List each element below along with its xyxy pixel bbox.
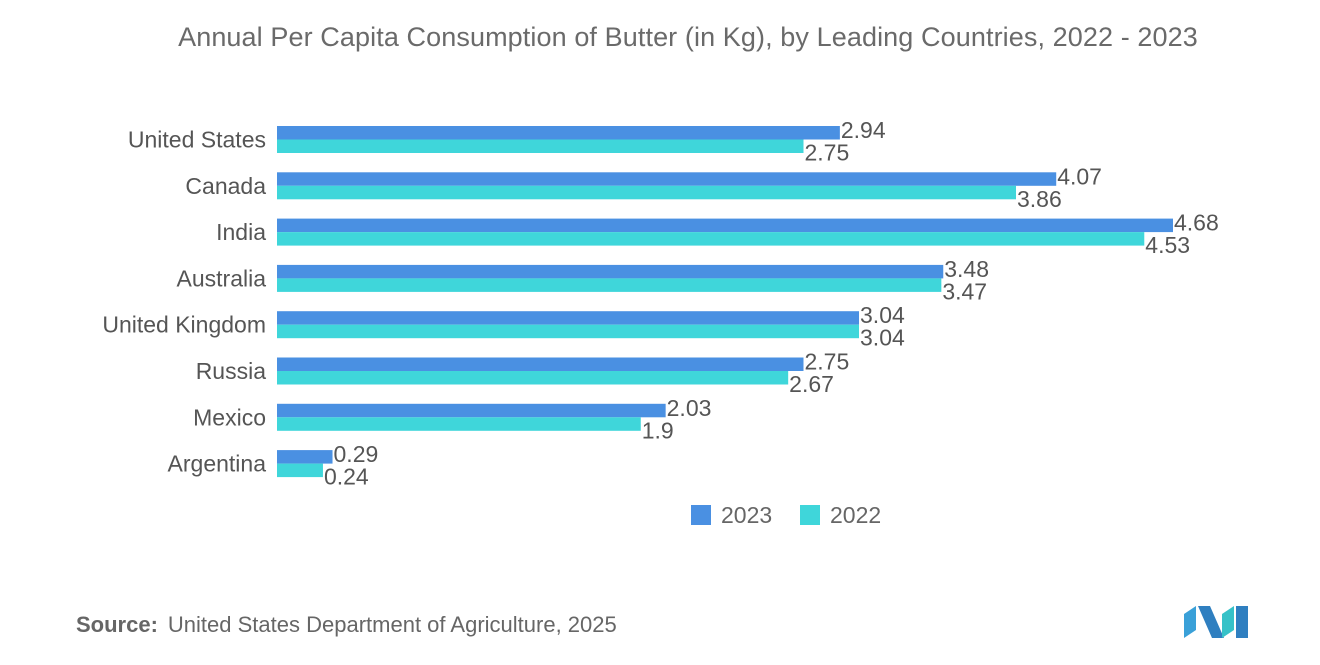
- value-label-2022: 3.86: [1017, 186, 1062, 212]
- bar-2023: [277, 126, 840, 140]
- value-label-2023: 0.29: [334, 441, 379, 467]
- brand-logo-icon: [1184, 606, 1248, 638]
- bar-2022: [277, 371, 789, 385]
- category-label: Argentina: [168, 451, 267, 477]
- category-label: United States: [128, 127, 266, 153]
- bar-2022: [277, 463, 323, 478]
- value-label-2023: 2.03: [667, 395, 712, 421]
- source-label: Source:: [76, 612, 158, 637]
- category-label: Russia: [196, 358, 267, 384]
- legend-label-2022: 2022: [830, 502, 881, 528]
- bar-2022: [277, 417, 641, 431]
- chart-title: Annual Per Capita Consumption of Butter …: [178, 22, 1198, 52]
- bar-2023: [277, 403, 666, 418]
- value-label-2022: 4.53: [1145, 232, 1190, 258]
- source-text: United States Department of Agriculture,…: [167, 612, 617, 637]
- bar-2022: [277, 232, 1145, 246]
- bar-2023: [277, 311, 860, 325]
- bar-2023: [277, 264, 944, 279]
- bar-2022: [277, 278, 942, 292]
- value-label-2022: 0.24: [324, 464, 369, 490]
- bar-2022: [277, 324, 860, 339]
- legend-label-2023: 2023: [721, 502, 772, 528]
- value-label-2023: 4.07: [1057, 163, 1102, 189]
- value-label-2022: 3.47: [942, 278, 987, 304]
- bar-2022: [277, 139, 804, 153]
- value-label-2022: 3.04: [860, 325, 905, 351]
- value-label-2022: 2.75: [804, 140, 849, 166]
- category-label: United Kingdom: [102, 312, 266, 338]
- bar-2023: [277, 218, 1173, 233]
- bar-2023: [277, 450, 333, 464]
- category-label: India: [216, 219, 266, 245]
- value-label-2023: 3.04: [860, 302, 905, 328]
- value-label-2023: 4.68: [1174, 210, 1219, 236]
- bar-2023: [277, 172, 1057, 186]
- legend-swatch-2023: [691, 505, 711, 525]
- value-label-2023: 3.48: [944, 256, 989, 282]
- value-label-2023: 2.75: [804, 349, 849, 375]
- value-label-2022: 2.67: [789, 371, 834, 397]
- value-label-2023: 2.94: [841, 117, 886, 143]
- category-label: Australia: [177, 265, 267, 291]
- source-line: Source: United States Department of Agric…: [76, 612, 617, 638]
- category-label: Canada: [185, 173, 266, 199]
- value-label-2022: 1.9: [642, 417, 674, 443]
- bar-2022: [277, 185, 1017, 200]
- category-label: Mexico: [193, 404, 266, 430]
- legend-swatch-2022: [800, 505, 820, 525]
- bar-2023: [277, 357, 804, 371]
